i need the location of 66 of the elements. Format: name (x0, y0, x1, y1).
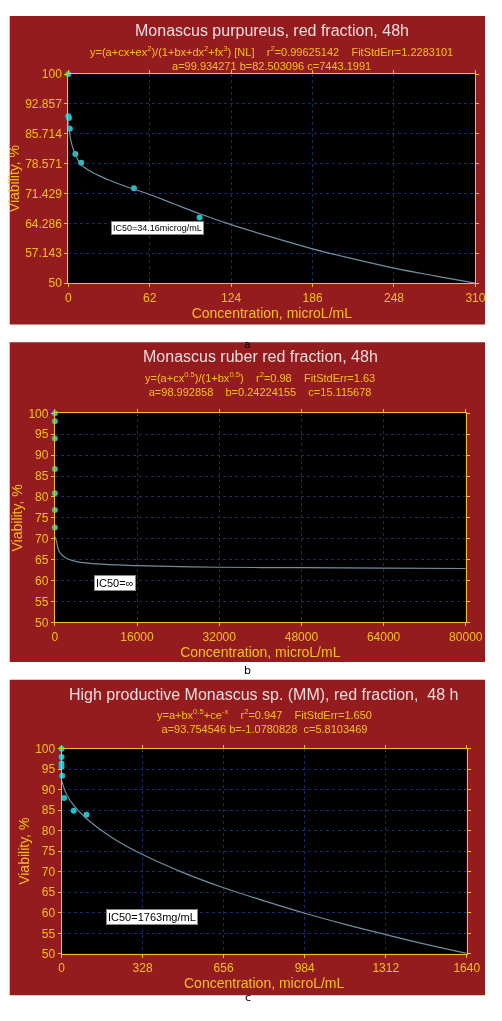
x-tick-label: 186 (302, 290, 323, 305)
x-tick-label: 62 (143, 290, 157, 305)
y-tick-label: 95 (35, 427, 49, 442)
y-tick-label: 71.429 (25, 186, 63, 201)
x-tick-label: 1312 (372, 961, 400, 976)
chart-title: Monascus ruber red fraction, 48h (143, 348, 378, 365)
y-tick-label: 70 (35, 532, 49, 547)
y-tick-label: 85 (35, 469, 49, 484)
y-axis-title: Viability, % (9, 484, 26, 552)
x-tick-label: 0 (64, 290, 72, 305)
y-axis-title: Viability, % (15, 817, 32, 885)
y-tick-label: 55 (35, 594, 49, 609)
text: c (245, 991, 252, 1004)
y-tick-label: 75 (41, 844, 56, 859)
x-tick-label: 32000 (202, 629, 237, 644)
x-tick-label: 80000 (449, 629, 483, 644)
y-tick-label: 57.143 (25, 246, 63, 261)
x-tick-label: 984 (294, 961, 316, 976)
y-tick-label: 95 (41, 762, 56, 777)
x-tick-label: 48000 (284, 629, 319, 644)
text: b (244, 664, 251, 677)
y-tick-label: 55 (41, 926, 56, 941)
y-tick-label: 100 (35, 741, 56, 756)
x-tick-label: 16000 (120, 629, 155, 644)
text: y=(a+cx+ex$^{2}$)/(1+bx+dx$^{2}$+fx$^{3}$) [NL] r$^{2}$=0.99625142 FitStdErr=1.2283101 a=99.934271 b=82.503096 c=7443.1991 (90, 44, 454, 72)
x-tick-label: 0 (51, 629, 59, 644)
y-tick-label: 90 (35, 448, 49, 463)
y-tick-label: 75 (35, 511, 49, 526)
y-tick-label: 80 (35, 490, 49, 505)
y-axis-title: Viability, % (5, 145, 22, 213)
x-tick-label: 0 (58, 961, 66, 976)
x-axis-title: Concentration, microL/mL (184, 975, 345, 992)
y-tick-label: 80 (41, 823, 56, 838)
y-tick-label: 92.857 (25, 97, 63, 112)
x-tick-label: 248 (383, 290, 405, 305)
x-tick-label: 64000 (366, 629, 401, 644)
x-tick-label: 328 (132, 961, 153, 976)
y-tick-label: 85.714 (25, 127, 63, 142)
y-tick-label: 90 (41, 782, 56, 797)
chart-title: High productive Monascus sp. (MM), red fraction, 48 h (69, 686, 459, 703)
x-tick-label: 124 (221, 290, 242, 305)
annotation: IC50=34.16microg/mL (113, 223, 202, 233)
y-tick-label: 100 (28, 406, 49, 421)
y-tick-label: 85 (41, 803, 56, 818)
y-tick-label: 78.571 (25, 156, 63, 171)
text: a (244, 338, 251, 351)
chart-subtitle: y=(a+cx$^{0.5}$)/(1+bx$^{0.5}$) r$^{2}$=0.98 FitStdErr=1.63 a=98.992858 b=0.24224155 c=15.115678 (145, 370, 376, 398)
y-tick-label: 50 (35, 615, 49, 630)
x-axis-title: Concentration, microL/mL (191, 304, 353, 321)
y-tick-label: 65 (35, 552, 49, 567)
annotation: IC50=∞ (96, 577, 134, 589)
y-tick-label: 100 (41, 67, 63, 82)
y-tick-label: 64.286 (25, 216, 63, 231)
x-tick-label: 656 (213, 961, 234, 976)
y-tick-label: 50 (41, 947, 56, 962)
x-tick-label: 1640 (453, 961, 481, 976)
y-tick-label: 70 (41, 864, 56, 879)
chart-title: Monascus purpureus, red fraction, 48h (135, 22, 409, 39)
text: y=a+bx$^{0.5}$+ce$^{-x}$ r$^{2}$=0.947 FitStdErr=1.650 a=93.754546 b=-1.0780828 c=5.8103469 (157, 707, 372, 735)
x-axis-title: Concentration, microL/mL (180, 643, 341, 660)
y-tick-label: 60 (41, 906, 56, 921)
y-tick-label: 60 (35, 573, 49, 588)
x-tick-label: 310 (465, 290, 486, 305)
y-tick-label: 50 (48, 276, 63, 291)
y-tick-label: 65 (41, 885, 56, 900)
annotation: IC50=1763mg/mL (108, 911, 196, 923)
